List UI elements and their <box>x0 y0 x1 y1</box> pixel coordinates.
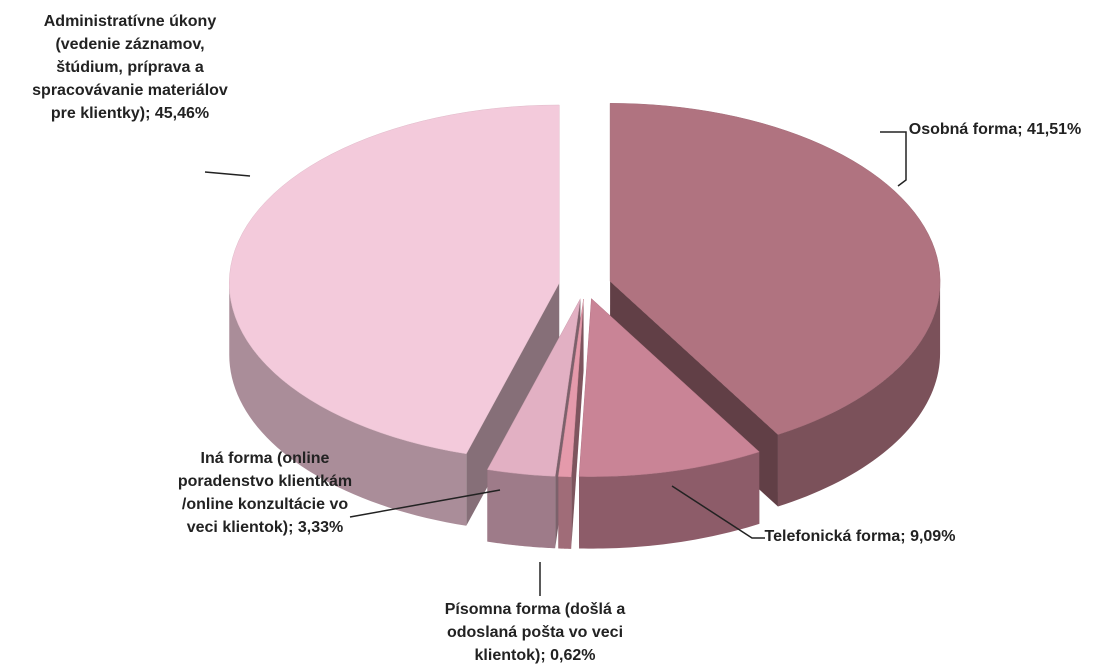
data-label: Iná forma (online poradenstvo klientkám … <box>177 450 353 536</box>
leader-line <box>671 485 765 539</box>
slice-top <box>558 298 584 478</box>
data-label: Osobná forma; 41,51% <box>908 121 1082 138</box>
slice-side <box>558 476 572 549</box>
slice-top <box>229 104 560 455</box>
data-label: Administratívne úkony (vedenie záznamov,… <box>32 13 228 122</box>
slice-side <box>487 469 556 549</box>
leader-line <box>349 489 501 518</box>
slice-side <box>777 281 941 507</box>
slice-top <box>578 298 760 477</box>
data-label: Telefonická forma; 9,09% <box>764 528 956 545</box>
slice-top <box>609 103 941 435</box>
leader-line <box>880 131 907 187</box>
slice-side <box>229 283 467 526</box>
slice <box>578 298 760 549</box>
slice-side <box>579 451 760 549</box>
data-label: Písomna forma (došlá a odoslaná pošta vo… <box>444 601 626 664</box>
slice <box>558 298 584 549</box>
slice-top <box>486 298 581 477</box>
leader-line <box>204 171 251 177</box>
